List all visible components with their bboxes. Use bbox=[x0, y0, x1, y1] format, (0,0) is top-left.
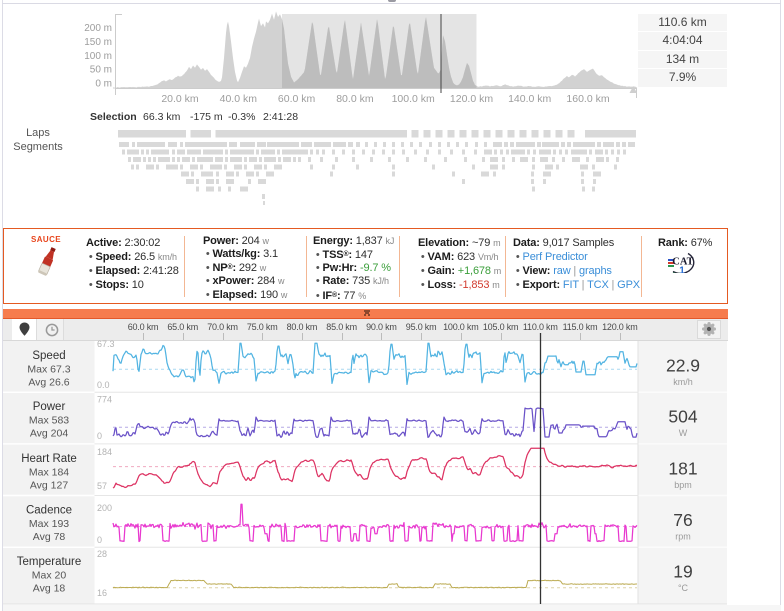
svg-text:rpm: rpm bbox=[675, 532, 691, 542]
svg-text:140.0 km: 140.0 km bbox=[508, 93, 551, 105]
svg-text:Speed: Speed bbox=[32, 350, 65, 362]
svg-text:Max 193: Max 193 bbox=[29, 518, 69, 530]
svg-text:Max 184: Max 184 bbox=[29, 466, 69, 478]
svg-text:Heart Rate: Heart Rate bbox=[21, 453, 77, 465]
svg-text:50 m: 50 m bbox=[90, 65, 112, 76]
svg-text:100 m: 100 m bbox=[84, 51, 112, 62]
svg-text:76: 76 bbox=[673, 510, 692, 530]
svg-text:Power: Power bbox=[33, 401, 66, 413]
svg-text:200: 200 bbox=[97, 503, 112, 513]
svg-text:°C: °C bbox=[678, 583, 689, 593]
svg-text:km/h: km/h bbox=[673, 377, 693, 387]
svg-text:20.0 km: 20.0 km bbox=[161, 93, 199, 105]
svg-text:0 m: 0 m bbox=[95, 79, 112, 90]
svg-text:504: 504 bbox=[668, 407, 697, 427]
svg-text:40.0 km: 40.0 km bbox=[220, 93, 258, 105]
svg-text:Max 20: Max 20 bbox=[32, 570, 67, 582]
svg-text:Avg 18: Avg 18 bbox=[33, 583, 66, 595]
svg-text:0: 0 bbox=[97, 535, 102, 545]
svg-text:W: W bbox=[679, 428, 688, 438]
svg-text:19: 19 bbox=[673, 562, 692, 582]
svg-text:1: 1 bbox=[679, 266, 685, 274]
svg-text:184: 184 bbox=[97, 447, 112, 457]
svg-text:Avg 127: Avg 127 bbox=[30, 479, 68, 491]
svg-text:200 m: 200 m bbox=[84, 23, 112, 34]
svg-text:67.3: 67.3 bbox=[97, 339, 115, 349]
svg-text:150 m: 150 m bbox=[84, 37, 112, 48]
svg-text:22.9: 22.9 bbox=[666, 356, 700, 376]
svg-text:0: 0 bbox=[97, 431, 102, 441]
svg-text:bpm: bpm bbox=[674, 480, 692, 490]
svg-text:Max 583: Max 583 bbox=[29, 415, 69, 427]
svg-text:CAT: CAT bbox=[672, 257, 693, 268]
svg-text:Temperature: Temperature bbox=[17, 556, 82, 568]
svg-text:60.0 km: 60.0 km bbox=[278, 93, 316, 105]
svg-text:16: 16 bbox=[97, 588, 107, 598]
svg-text:774: 774 bbox=[97, 395, 112, 405]
svg-text:57: 57 bbox=[97, 481, 107, 491]
svg-text:181: 181 bbox=[668, 458, 697, 478]
svg-text:Cadence: Cadence bbox=[26, 505, 72, 517]
svg-text:Avg 204: Avg 204 bbox=[30, 428, 68, 440]
svg-text:120.0 km: 120.0 km bbox=[450, 93, 493, 105]
svg-text:160.0 km: 160.0 km bbox=[566, 93, 609, 105]
svg-text:Avg 78: Avg 78 bbox=[33, 531, 66, 543]
svg-text:28: 28 bbox=[97, 549, 107, 559]
svg-text:Max 67.3: Max 67.3 bbox=[27, 364, 70, 376]
svg-text:Avg 26.6: Avg 26.6 bbox=[28, 377, 69, 389]
svg-text:0.0: 0.0 bbox=[97, 380, 110, 390]
svg-text:80.0 km: 80.0 km bbox=[336, 93, 374, 105]
svg-text:100.0 km: 100.0 km bbox=[392, 93, 435, 105]
